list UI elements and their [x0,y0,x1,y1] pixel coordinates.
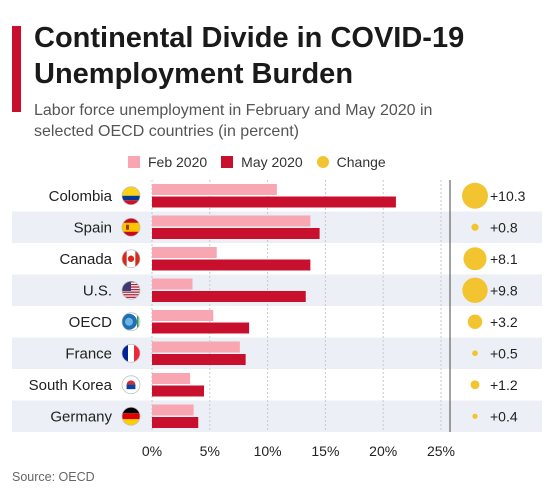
bar-feb-2020 [152,404,194,416]
legend-swatch-may [221,156,234,168]
flag-outline [121,375,141,395]
flag-outline [121,343,141,363]
x-tick-label: 15% [311,443,339,459]
category-label: Canada [59,251,112,268]
x-tick-label: 0% [142,443,162,459]
bar-feb-2020 [152,247,217,258]
flag-outline [121,280,141,300]
change-dot [463,247,487,271]
chart-subtitle: Labor force unemployment in February and… [34,100,534,142]
bar-feb-2020 [152,341,240,353]
us-flag-icon [121,280,141,300]
category-label: Colombia [49,188,113,205]
germany-flag-icon [121,406,141,426]
legend-label-may: May 2020 [241,154,303,170]
france-flag-icon [121,343,141,363]
chart-legend: Feb 2020 May 2020 Change [128,152,400,172]
bar-may-2020 [152,259,311,271]
change-label: +1.2 [490,377,518,393]
legend-label-change: Change [336,154,386,170]
change-dot [470,380,480,390]
colombia-flag-icon [121,186,141,206]
change-dot [472,413,478,419]
change-dot [462,277,488,303]
category-label: South Korea [29,377,113,394]
category-label: France [65,345,112,362]
bar-may-2020 [152,196,396,208]
chart-title-line-1: Continental Divide in COVID-19 [34,22,465,54]
category-label: Germany [50,408,112,425]
bar-chart: Colombia +10.3 Spain +0.8 Canada +8.1 U.S. +9.8… [12,180,542,459]
change-label: +9.8 [490,282,518,298]
change-label: +10.3 [490,188,526,204]
change-label: +0.8 [490,219,518,235]
canada-flag-icon [121,249,141,269]
x-tick-label: 25% [427,443,455,459]
bar-may-2020 [152,417,199,428]
change-label: +0.4 [490,408,518,424]
flag-outline [121,217,141,237]
change-label: +3.2 [490,314,518,330]
bar-may-2020 [152,228,320,239]
change-dot [472,350,478,357]
bar-feb-2020 [152,215,311,227]
row-background [12,400,542,432]
x-tick-label: 10% [254,443,282,459]
legend-item-change: Change [316,154,386,170]
bar-feb-2020 [152,278,193,290]
bar-may-2020 [152,322,250,334]
flag-outline [121,186,141,206]
legend-swatch-change [316,156,329,168]
legend-label-feb: Feb 2020 [148,154,208,170]
flag-outline [121,406,141,426]
change-dot [462,182,488,209]
category-label: U.S. [83,282,112,299]
change-dot [471,223,479,231]
change-label: +8.1 [490,251,518,267]
change-label: +0.5 [490,345,518,361]
category-label: Spain [74,219,112,236]
legend-item-may: May 2020 [221,154,303,170]
legend-swatch-feb [128,156,140,168]
bar-may-2020 [152,291,306,302]
spain-flag-icon [121,217,141,237]
chart-title-line-2: Unemployment Burden [34,58,354,90]
flag-outline [121,249,141,269]
oecd-logo-icon [121,312,141,332]
category-label: OECD [69,314,113,331]
x-tick-label: 20% [369,443,397,459]
x-tick-label: 5% [200,443,220,459]
bar-feb-2020 [152,373,191,384]
bar-feb-2020 [152,310,214,321]
chart-title: Continental Divide in COVID-19 Unemploym… [34,20,544,92]
chart-subtitle-line-2: selected OECD countries (in percent) [34,123,299,140]
flag-outline [121,312,141,332]
title-accent-bar [12,26,21,112]
bar-feb-2020 [152,184,277,195]
chart-subtitle-line-1: Labor force unemployment in February and… [34,102,433,119]
bar-may-2020 [152,385,205,397]
legend-item-feb: Feb 2020 [128,154,207,170]
bar-may-2020 [152,354,246,365]
source-note: Source: OECD [12,470,95,484]
south-korea-flag-icon [121,375,141,395]
change-dot [467,314,483,329]
row-background [12,337,542,369]
